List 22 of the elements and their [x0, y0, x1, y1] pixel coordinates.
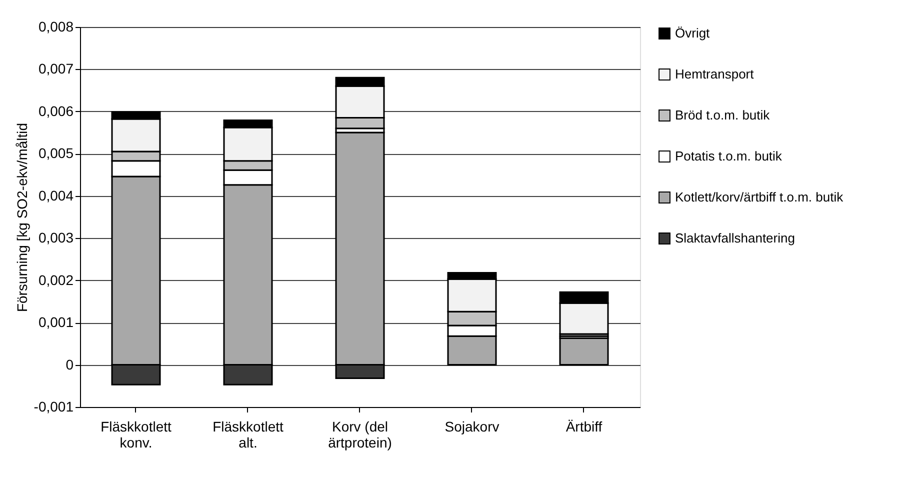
y-tick-label: 0,004 [38, 187, 74, 204]
legend-label: Övrigt [675, 26, 710, 40]
x-tick-label: Ärtbiff [566, 418, 602, 434]
x-tick-label: Fläskkotlett konv. [100, 418, 172, 450]
legend-label: Hemtransport [675, 66, 754, 82]
x-tick-label: Fläskkotlett alt. [212, 418, 284, 450]
y-tick-label: 0,008 [38, 18, 74, 34]
y-axis-title: Försurning [kg SO2-ekv/måltid [14, 122, 30, 312]
y-tick-label: 0,005 [38, 145, 74, 162]
x-tick-label: Korv (del ärtprotein) [328, 418, 392, 450]
x-tick-label: Sojakorv [444, 418, 500, 434]
y-tick-label: 0 [66, 356, 74, 372]
y-tick-label: 0,007 [38, 60, 74, 77]
y-tick-label: 0,002 [38, 272, 74, 288]
y-tick-label: 0,003 [38, 230, 74, 246]
legend-label: Potatis t.o.m. butik [675, 148, 782, 164]
legend-label: Kotlett/korv/ärtbiff t.o.m. butik [675, 190, 844, 204]
y-tick-label: 0,001 [38, 314, 74, 330]
y-tick-label: 0,006 [38, 102, 74, 119]
y-tick-label: -0,001 [34, 398, 74, 414]
legend-label: Bröd t.o.m. butik [675, 108, 770, 122]
legend-label: Slaktavfallshantering [675, 230, 795, 246]
